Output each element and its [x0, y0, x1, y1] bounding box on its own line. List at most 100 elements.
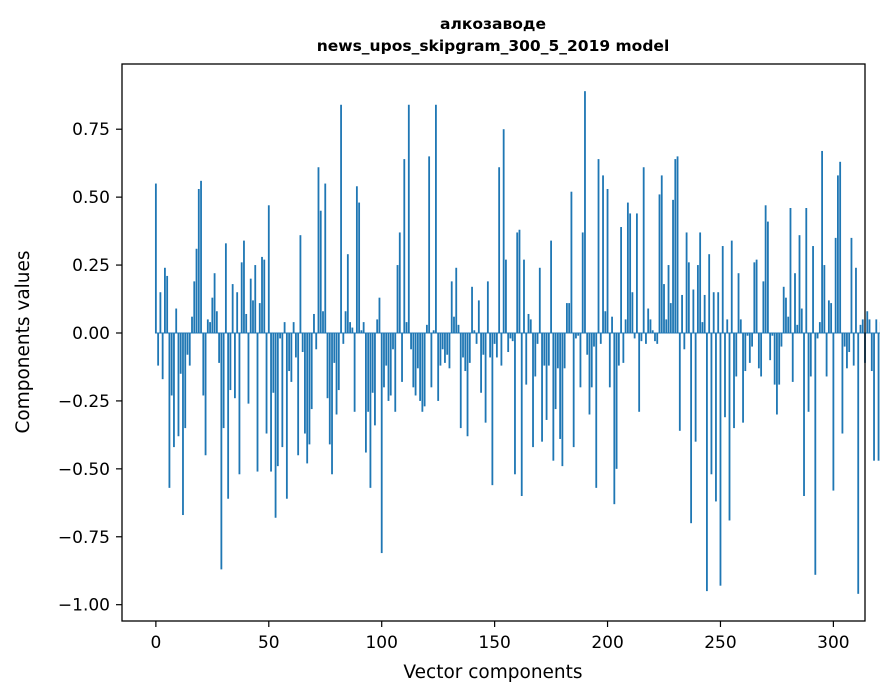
- bar: [435, 104, 437, 333]
- bar: [742, 332, 744, 423]
- bar: [710, 332, 713, 475]
- x-tick-label: 300: [817, 633, 849, 653]
- bar: [322, 311, 324, 333]
- bar: [389, 332, 392, 396]
- bar: [545, 332, 548, 420]
- bar: [651, 330, 654, 333]
- bar: [324, 183, 327, 333]
- bar: [800, 308, 803, 333]
- bar: [333, 332, 336, 363]
- bar: [227, 332, 230, 499]
- bar: [202, 332, 205, 396]
- bar: [543, 332, 546, 366]
- y-tick-label: −0.50: [58, 460, 110, 480]
- bar: [629, 213, 632, 333]
- bar: [717, 292, 720, 333]
- bar: [328, 332, 331, 445]
- bar: [195, 248, 198, 333]
- bar: [536, 332, 539, 344]
- bar: [274, 332, 277, 518]
- bar: [595, 332, 598, 488]
- bar: [457, 324, 460, 333]
- bar: [762, 281, 765, 333]
- y-axis-label: Components values: [13, 250, 34, 433]
- x-tick-label: 200: [591, 633, 623, 653]
- bar: [319, 210, 322, 333]
- bar: [520, 332, 523, 497]
- bar: [299, 235, 302, 333]
- bar: [525, 332, 528, 385]
- bar: [374, 332, 376, 426]
- x-axis-ticks: 0 50 100 150 200 250 300: [150, 621, 850, 653]
- bar: [313, 313, 315, 333]
- bar: [638, 332, 641, 412]
- bar: [633, 332, 636, 339]
- bar: [658, 194, 661, 333]
- bar: [613, 332, 616, 505]
- bar: [403, 159, 406, 333]
- bar: [839, 161, 842, 333]
- bar: [746, 332, 749, 336]
- bar: [252, 300, 254, 333]
- plot-area-frame: [121, 63, 866, 622]
- bar: [737, 273, 740, 333]
- bar: [794, 273, 796, 333]
- bar: [744, 332, 747, 372]
- bar: [396, 265, 399, 333]
- bar: [175, 308, 178, 333]
- bar: [495, 332, 498, 358]
- bar: [597, 159, 600, 333]
- bar: [782, 286, 785, 333]
- bar: [529, 319, 532, 333]
- bar: [507, 332, 510, 353]
- bar: [378, 297, 381, 333]
- bar: [572, 332, 575, 448]
- bar: [351, 327, 354, 333]
- bar: [193, 281, 196, 333]
- bar: [249, 278, 252, 333]
- bar: [182, 332, 184, 516]
- bar: [410, 332, 412, 350]
- bar: [243, 240, 245, 333]
- bar: [200, 180, 202, 333]
- bar: [407, 104, 410, 333]
- bar: [346, 254, 349, 333]
- bar: [796, 324, 799, 333]
- bar: [855, 267, 857, 333]
- bar: [692, 289, 695, 333]
- bar: [206, 319, 209, 333]
- bar: [184, 332, 187, 429]
- bar: [728, 332, 731, 521]
- bar: [493, 332, 496, 344]
- bar: [211, 297, 214, 333]
- bar: [294, 332, 297, 358]
- bar: [213, 273, 216, 333]
- bar: [615, 332, 618, 469]
- bar: [477, 300, 480, 333]
- bar: [556, 332, 559, 369]
- y-tick-label: 0.50: [72, 188, 110, 208]
- bar: [283, 322, 286, 333]
- bar: [265, 332, 268, 434]
- bar: [852, 332, 855, 366]
- bar: [480, 332, 482, 393]
- bar: [733, 332, 735, 429]
- bar: [355, 186, 358, 333]
- bar: [412, 332, 415, 388]
- bar: [550, 240, 552, 333]
- bar: [245, 313, 248, 333]
- bar: [317, 167, 320, 333]
- bar: [358, 202, 361, 333]
- bar: [297, 332, 300, 456]
- bar: [331, 332, 333, 475]
- bar: [735, 332, 738, 377]
- bar: [290, 332, 293, 382]
- bar: [308, 332, 311, 445]
- bar: [387, 332, 390, 401]
- bar: [708, 254, 711, 333]
- bar: [807, 332, 810, 412]
- bar: [791, 332, 794, 382]
- bar: [778, 332, 781, 385]
- bar: [593, 332, 595, 347]
- bar: [640, 332, 643, 342]
